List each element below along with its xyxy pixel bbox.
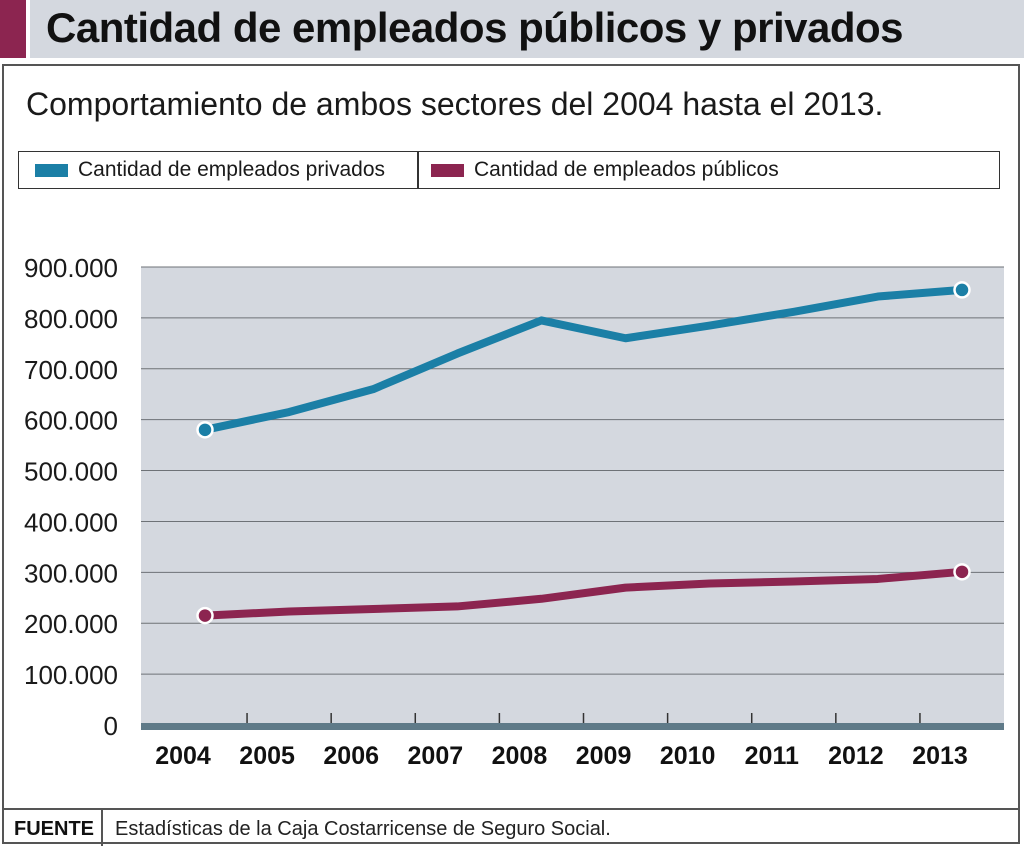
data-point-private-2004: [196, 421, 214, 439]
y-tick-label-4: 400.000: [24, 507, 118, 537]
y-tick-label-8: 800.000: [24, 304, 118, 334]
footer-source-text: Estadísticas de la Caja Costarricense de…: [115, 818, 611, 840]
y-tick-label-6: 600.000: [24, 406, 118, 436]
x-tick-label-2009: 2009: [576, 742, 632, 770]
legend-item-public: Cantidad de empleados públicos: [431, 152, 779, 188]
legend-swatch-public: [431, 163, 464, 177]
data-point-public-2013: [953, 563, 971, 581]
legend-divider: [417, 152, 419, 188]
y-tick-label-2: 200.000: [24, 609, 118, 639]
x-axis-line: [141, 723, 1004, 730]
series-line-private: [201, 285, 966, 434]
data-point-private-2013: [953, 281, 971, 299]
data-point-public-2004: [196, 606, 214, 625]
header-accent: [0, 0, 26, 58]
y-tick-label-0: 0: [104, 711, 118, 741]
x-tick-label-2011: 2011: [745, 742, 799, 770]
header-background: [30, 0, 1024, 58]
y-tick-label-9: 900.000: [24, 253, 118, 283]
legend-swatch-private: [35, 163, 68, 177]
footer-source-label: FUENTE: [14, 818, 94, 840]
footer-separator: [101, 810, 103, 846]
y-tick-label-1: 100.000: [24, 660, 118, 690]
y-tick-label-7: 700.000: [24, 355, 118, 385]
x-tick-label-2008: 2008: [492, 742, 548, 770]
x-tick-label-2005: 2005: [239, 742, 295, 770]
plot-area: [141, 267, 1004, 725]
page-title: Cantidad de empleados públicos y privado…: [46, 4, 904, 51]
legend-label-private: Cantidad de empleados privados: [78, 158, 386, 181]
x-tick-label-2010: 2010: [660, 742, 716, 770]
legend-label-public: Cantidad de empleados públicos: [474, 158, 779, 181]
header-bar: Cantidad de empleados públicos y privado…: [0, 0, 1024, 58]
x-tick-label-2012: 2012: [828, 742, 884, 770]
footer-divider: [2, 808, 1020, 810]
chart-frame: [2, 64, 1020, 844]
y-tick-label-5: 500.000: [24, 457, 118, 487]
x-tick-label-2004: 2004: [155, 742, 211, 770]
series-line-public: [201, 567, 966, 620]
legend-item-private: Cantidad de empleados privados: [35, 152, 385, 188]
legend: Cantidad de empleados privados Cantidad …: [18, 151, 1000, 189]
x-tick-label-2007: 2007: [408, 742, 464, 770]
chart-subtitle: Comportamiento de ambos sectores del 200…: [26, 86, 884, 122]
x-tick-label-2013: 2013: [912, 742, 968, 770]
y-tick-label-3: 300.000: [24, 558, 118, 588]
x-tick-label-2006: 2006: [323, 742, 379, 770]
